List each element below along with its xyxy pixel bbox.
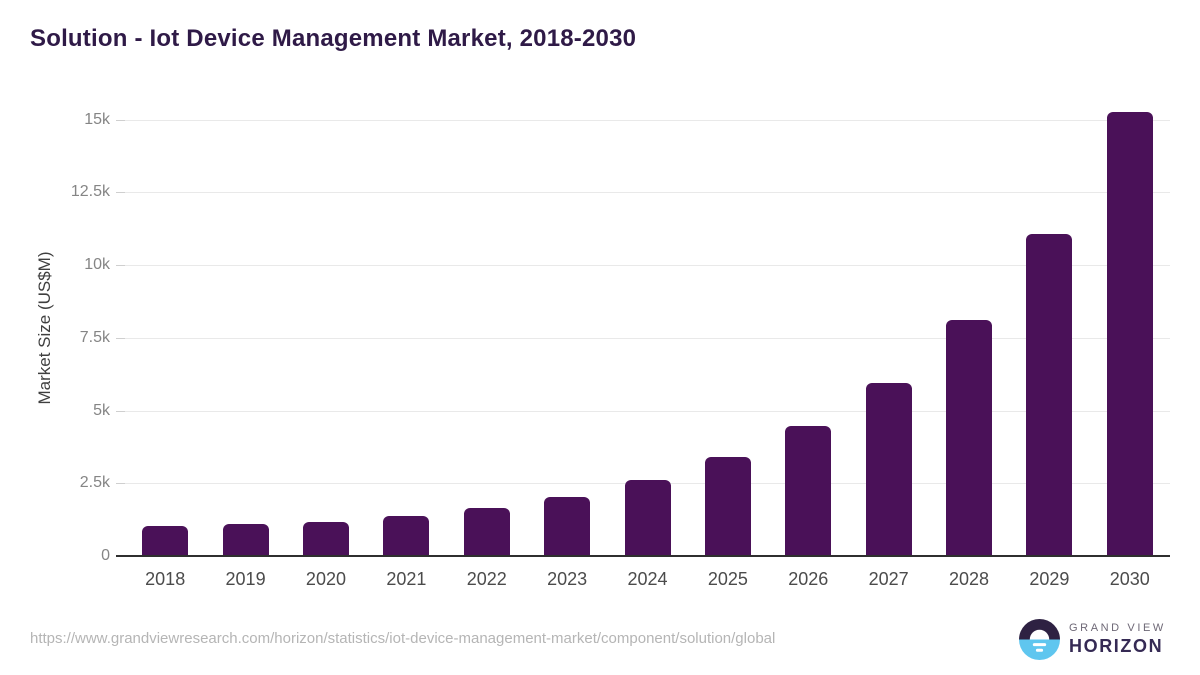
chart-title: Solution - Iot Device Management Market,… (30, 25, 637, 52)
x-tick-label-2021: 2021 (386, 569, 427, 589)
logo-text: GRAND VIEW HORIZON (1069, 622, 1166, 657)
x-tick-label-2018: 2018 (145, 569, 186, 589)
gridline (125, 119, 1170, 121)
bar-2024[interactable] (624, 480, 671, 556)
y-tick-mark (116, 337, 125, 339)
y-tick-label: 10k (84, 256, 110, 274)
y-tick-mark (116, 265, 125, 267)
bar-2027[interactable] (865, 382, 912, 556)
logo-grand-view-label: GRAND VIEW (1069, 622, 1166, 634)
y-tick-mark (116, 555, 125, 557)
y-axis-title: Market Size (US$M) (35, 251, 54, 405)
x-tick-label-2024: 2024 (627, 569, 668, 589)
bar-2023[interactable] (544, 496, 591, 556)
bar-2022[interactable] (463, 508, 510, 556)
x-axis-line (125, 555, 1170, 557)
y-tick-mark (116, 483, 125, 485)
y-tick-mark (116, 410, 125, 412)
y-tick-label: 7.5k (79, 328, 110, 346)
x-tick-label-2026: 2026 (788, 569, 829, 589)
bar-2019[interactable] (222, 524, 269, 556)
y-tick-label: 15k (84, 110, 110, 128)
x-tick-label-2019: 2019 (225, 569, 266, 589)
bar-2025[interactable] (704, 457, 751, 556)
gridline (125, 337, 1170, 339)
x-tick-label-2030: 2030 (1109, 569, 1150, 589)
bar-2020[interactable] (302, 521, 349, 556)
x-tick-label-2028: 2028 (949, 569, 990, 589)
plot-area: 0 2.5k 5k 7.5k 10k 12.5k 15k 2018 2019 2020 2021 20… (71, 100, 1170, 589)
y-tick-label: 12.5k (70, 183, 110, 201)
x-tick-label-2023: 2023 (547, 569, 588, 589)
gridline (125, 192, 1170, 194)
x-tick-label-2027: 2027 (868, 569, 909, 589)
y-tick-label: 5k (93, 401, 110, 419)
x-tick-label-2020: 2020 (305, 569, 346, 589)
bar-2018[interactable] (142, 526, 189, 556)
y-tick-label: 2.5k (79, 474, 110, 492)
bar-2029[interactable] (1026, 233, 1073, 556)
x-tick-label-2022: 2022 (466, 569, 507, 589)
logo-horizon-label: HORIZON (1069, 636, 1164, 656)
y-tick-mark (116, 192, 125, 194)
gridline (125, 410, 1170, 412)
source-url: https://www.grandviewresearch.com/horizo… (30, 630, 776, 647)
y-tick-mark (116, 119, 125, 121)
bar-2030[interactable] (1106, 111, 1153, 556)
grandview-horizon-logo: GRAND VIEW HORIZON (1019, 619, 1166, 660)
bar-2028[interactable] (946, 320, 993, 556)
x-tick-label-2029: 2029 (1029, 569, 1070, 589)
horizon-sun-icon (1019, 619, 1060, 660)
bar-2021[interactable] (383, 516, 430, 556)
bar-2026[interactable] (785, 425, 832, 556)
x-tick-label-2025: 2025 (707, 569, 748, 589)
gridline (125, 265, 1170, 267)
y-tick-label: 0 (101, 547, 110, 564)
